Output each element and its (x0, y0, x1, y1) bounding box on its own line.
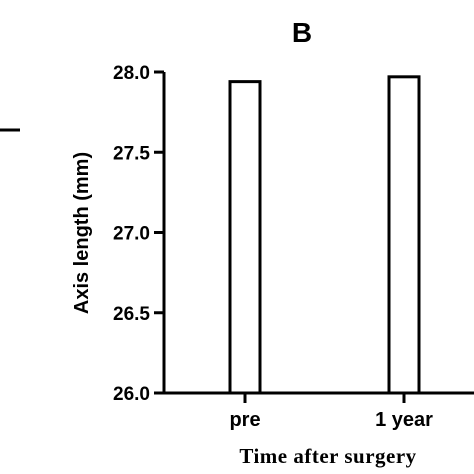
y-tick-label: 28.0 (113, 63, 150, 84)
bar-1 (387, 75, 421, 395)
y-tick-label: 27.5 (113, 143, 150, 164)
y-axis-ticks: 26.0 26.5 27.0 27.5 28.0 (113, 63, 164, 405)
x-tick-label: 1 year (375, 409, 433, 431)
y-axis-label: Axis length (mm) (71, 152, 93, 314)
x-axis-ticks: pre 1 year (229, 393, 433, 431)
y-tick-label: 27.0 (113, 224, 150, 245)
panel-label: B (292, 17, 312, 48)
bars (228, 75, 421, 395)
x-tick-label: pre (229, 409, 260, 431)
y-tick-label: 26.0 (113, 384, 150, 405)
bar-0 (228, 80, 262, 395)
x-axis-label: Time after surgery (239, 444, 416, 468)
y-tick-label: 26.5 (113, 304, 150, 325)
